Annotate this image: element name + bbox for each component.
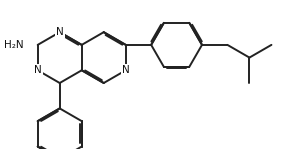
Text: N: N [122, 65, 130, 75]
Text: H₂N: H₂N [4, 40, 24, 50]
Text: N: N [56, 27, 64, 37]
Text: N: N [34, 65, 42, 75]
